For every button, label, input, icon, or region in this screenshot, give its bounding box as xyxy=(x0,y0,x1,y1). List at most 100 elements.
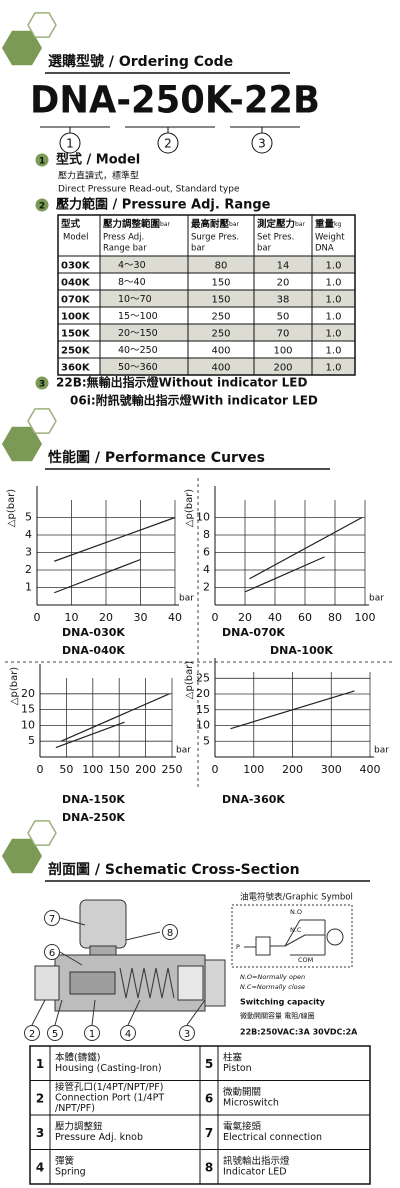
item-number: 2 xyxy=(39,202,45,212)
y-axis-label: △p(bar) xyxy=(9,667,20,706)
symbol-label: N.O xyxy=(290,908,302,916)
header-cell: Weight xyxy=(315,233,345,243)
header-title: 壓力調整範圍 xyxy=(103,218,160,230)
chart-label: DNA-070K xyxy=(222,626,285,639)
table-cell: 100K xyxy=(61,312,91,323)
table-cell: 40～250 xyxy=(118,345,158,356)
section-heading: 剖面圖 / Schematic Cross-Section xyxy=(48,861,300,878)
header-cell: 重量kg xyxy=(315,218,341,230)
header-unit: bar xyxy=(229,221,239,228)
item-badge xyxy=(35,198,49,212)
x-tick-label: 200 xyxy=(282,763,303,776)
y-tick-label: 15 xyxy=(21,703,35,716)
x-tick-label: 20 xyxy=(238,611,252,624)
table-cell: 360K xyxy=(61,363,91,374)
symbol-title: 油電符號表/Graphic Symbol xyxy=(240,892,353,903)
y-tick-label: 5 xyxy=(25,511,32,524)
part-number: 6 xyxy=(205,1091,213,1105)
y-tick-label: 4 xyxy=(203,563,210,576)
curve xyxy=(230,690,355,730)
y-tick-label: 2 xyxy=(203,581,210,594)
part-name-en: /NPT/PF) xyxy=(55,1103,95,1114)
callout-circle xyxy=(44,944,60,960)
table-cell: 250 xyxy=(211,329,230,340)
part-number: 5 xyxy=(205,1057,213,1071)
header-title: 最高耐壓 xyxy=(191,218,230,230)
table-cell: 250 xyxy=(211,312,230,323)
header-cell: Surge Pres. xyxy=(191,233,239,243)
y-tick-label: 20 xyxy=(21,687,35,700)
row-shade xyxy=(100,256,355,273)
x-axis-label: bar xyxy=(369,594,384,604)
item-title: 型式 / Model xyxy=(56,152,140,168)
curve xyxy=(54,516,176,562)
table-cell: 070K xyxy=(61,295,91,306)
table-cell: 50 xyxy=(277,312,290,323)
y-axis-label: △p(bar) xyxy=(6,489,17,528)
header-title: 測定壓力 xyxy=(257,218,295,230)
y-tick-label: 10 xyxy=(196,511,210,524)
part-name-en: Piston xyxy=(223,1063,252,1074)
table-cell: 20～150 xyxy=(118,328,158,339)
header-cell: 壓力調整範圍bar xyxy=(103,218,171,230)
table-cell: 1.0 xyxy=(326,261,342,272)
item-text: 壓力直讀式，標準型 xyxy=(58,170,139,182)
x-tick-label: 80 xyxy=(328,611,342,624)
callout-number: 3 xyxy=(184,1029,190,1040)
x-tick-label: 0 xyxy=(37,763,44,776)
y-tick-label: 5 xyxy=(28,734,35,747)
part-number: 1 xyxy=(36,1057,44,1071)
marker-number: 3 xyxy=(258,137,266,151)
chart-label: DNA-040K xyxy=(62,644,125,657)
part-name-zh: 本體(鑄鐵) xyxy=(55,1052,100,1064)
x-tick-label: 20 xyxy=(99,611,113,624)
item-badge xyxy=(35,376,49,390)
table-cell: 1.0 xyxy=(326,363,342,374)
part-number: 7 xyxy=(205,1126,213,1140)
y-tick-label: 10 xyxy=(21,718,35,731)
header-cell: Press Adj. xyxy=(103,233,144,243)
x-axis-label: bar xyxy=(179,594,194,604)
order-code: DNA-250K-22B xyxy=(30,79,320,122)
table-cell: 200 xyxy=(273,363,292,374)
curve xyxy=(55,721,125,749)
header-cell: Model xyxy=(63,233,89,243)
y-tick-label: 3 xyxy=(25,546,32,559)
part-name-zh: 接管孔口(1/4PT/NPT/PF) xyxy=(55,1081,163,1093)
callout-circle xyxy=(84,1025,100,1041)
x-tick-label: 10 xyxy=(65,611,79,624)
y-axis-label: △p(bar) xyxy=(184,489,195,528)
chart-label: DNA-250K xyxy=(62,811,125,824)
y-tick-label: 8 xyxy=(203,528,210,541)
callout-circle xyxy=(47,1025,63,1041)
callout-number: 7 xyxy=(49,914,55,925)
y-tick-label: 4 xyxy=(25,528,32,541)
table-cell: 1.0 xyxy=(326,295,342,306)
symbol-note: N.O=Normally open xyxy=(240,973,305,981)
part-name-en: Microswitch xyxy=(223,1098,279,1109)
symbol-label: COM xyxy=(298,956,313,964)
row-shade xyxy=(100,290,355,307)
part-name-zh: 訊號輸出指示燈 xyxy=(223,1155,290,1167)
item-number: 3 xyxy=(39,380,45,390)
table-cell: 1.0 xyxy=(326,346,342,357)
capacity-title: Switching capacity xyxy=(240,998,326,1007)
header-unit: bar xyxy=(160,221,170,228)
x-tick-label: 400 xyxy=(360,763,381,776)
code-brackets xyxy=(40,126,300,133)
x-tick-label: 30 xyxy=(134,611,148,624)
callout-number: 6 xyxy=(49,948,55,959)
table-cell: 150 xyxy=(211,295,230,306)
capacity-sub: 微動開關容量 電阻/線圈 xyxy=(240,1011,315,1020)
x-tick-label: 40 xyxy=(168,611,182,624)
table-cell: 1.0 xyxy=(326,329,342,340)
part-name-en: Electrical connection xyxy=(223,1132,322,1143)
curve xyxy=(60,693,170,742)
header-title: 型式 xyxy=(61,218,81,230)
callout-circle xyxy=(24,1025,40,1041)
header-unit: bar xyxy=(295,221,305,228)
table-cell: 10～70 xyxy=(118,294,152,305)
x-tick-label: 0 xyxy=(212,611,219,624)
section-heading: 選購型號 / Ordering Code xyxy=(48,53,233,70)
x-tick-label: 100 xyxy=(243,763,264,776)
